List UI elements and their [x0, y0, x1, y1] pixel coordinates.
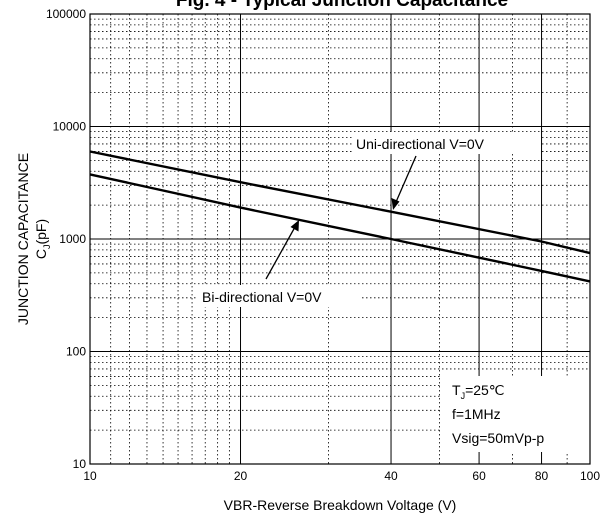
cond-t-main: T [452, 382, 461, 398]
y-label-sub: J [42, 245, 52, 250]
bi-arrow [265, 226, 296, 280]
conditions-box [442, 376, 588, 452]
bi-label-bg [198, 285, 362, 307]
y-axis-label-line1: JUNCTION CAPACITANCE [15, 153, 31, 325]
y-axis-label-line2: CJ(pF) [33, 219, 52, 259]
y-tick-label: 10 [73, 457, 87, 471]
condition-vsig: Vsig=50mVp-p [452, 430, 544, 446]
x-tick-label: 60 [472, 469, 486, 483]
series-uni-directional [89, 150, 591, 255]
bi-arrowhead [290, 220, 299, 232]
uni-directional-label: Uni-directional V=0V [356, 136, 485, 152]
x-tick-label: 100 [580, 469, 600, 483]
x-tick-label: 10 [83, 469, 97, 483]
series-bi-directional [89, 173, 591, 283]
x-tick-label: 20 [234, 469, 248, 483]
y-tick-label: 1000 [59, 232, 86, 246]
x-tick-label: 80 [535, 469, 549, 483]
uni-label-bg [354, 132, 540, 154]
x-tick-label: 40 [384, 469, 398, 483]
cond-t-rest: =25℃ [465, 382, 504, 398]
chart-title: Fig. 4 - Typical Junction Capacitance [176, 0, 508, 11]
uni-arrow [395, 155, 417, 203]
tick-layer: 10 20 40 60 80 100 10 100 1000 10000 100000 [46, 7, 600, 483]
y-tick-label: 100 [66, 345, 86, 359]
x-axis-label: VBR-Reverse Breakdown Voltage (V) [224, 497, 457, 513]
y-tick-label: 100000 [46, 7, 86, 21]
condition-frequency: f=1MHz [452, 406, 501, 422]
y-tick-label: 10000 [53, 120, 87, 134]
cond-t-sub: J [461, 391, 466, 401]
uni-arrowhead [391, 198, 400, 210]
plot-frame [89, 13, 591, 465]
y-label-main: C [33, 249, 49, 259]
bi-directional-label: Bi-directional V=0V [202, 289, 322, 305]
condition-temperature: TJ=25℃ [452, 382, 505, 401]
y-label-unit: (pF) [33, 219, 49, 245]
series-layer [89, 150, 591, 283]
